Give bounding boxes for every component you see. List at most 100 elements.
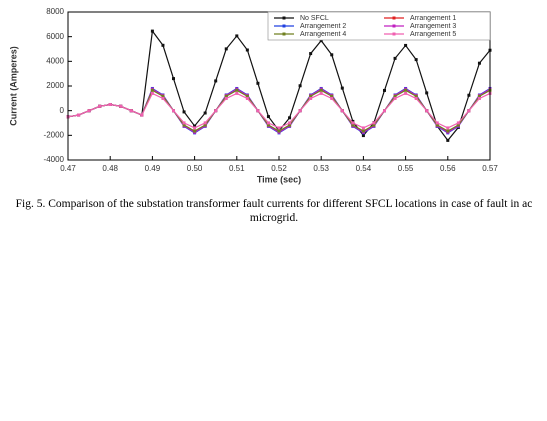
x-axis-label: Time (sec) <box>257 174 301 184</box>
series-line <box>67 29 491 142</box>
x-tick-label: 0.49 <box>145 164 161 173</box>
point-marker <box>319 91 323 95</box>
point-marker <box>288 116 292 120</box>
point-marker <box>245 48 249 52</box>
point-marker <box>330 96 334 100</box>
point-marker <box>351 121 355 125</box>
point-marker <box>214 109 218 113</box>
point-marker <box>245 94 249 98</box>
point-marker <box>383 88 386 92</box>
y-tick-label: -4000 <box>44 155 65 164</box>
legend-box <box>267 11 491 41</box>
point-marker <box>446 138 450 142</box>
point-marker <box>414 58 418 62</box>
point-marker <box>98 104 102 108</box>
point-marker <box>182 121 186 125</box>
point-marker <box>467 93 471 97</box>
point-marker <box>372 121 376 125</box>
y-tick-label: 8000 <box>46 7 64 16</box>
point-marker <box>309 52 313 56</box>
point-marker <box>435 123 439 127</box>
point-marker <box>256 81 260 85</box>
point-marker <box>182 110 186 114</box>
point-marker <box>298 84 302 88</box>
y-tick-label: -2000 <box>44 130 65 139</box>
point-marker <box>203 123 207 127</box>
point-marker <box>203 111 207 115</box>
point-marker <box>351 123 355 127</box>
point-marker <box>404 43 408 47</box>
y-tick-label: 0 <box>60 106 65 115</box>
point-marker <box>477 61 481 65</box>
point-marker <box>193 129 197 133</box>
point-marker <box>224 96 228 100</box>
point-marker <box>150 88 154 92</box>
point-marker <box>477 96 481 100</box>
point-marker <box>172 109 175 113</box>
legend-marker <box>282 24 286 28</box>
point-marker <box>404 88 408 92</box>
x-tick-label: 0.54 <box>356 164 372 173</box>
point-marker <box>277 126 281 130</box>
point-marker <box>372 123 376 127</box>
y-tick-label: 2000 <box>46 81 64 90</box>
legend-marker <box>282 32 286 36</box>
y-axis-label: Current (Amperes) <box>8 46 18 126</box>
point-marker <box>340 86 344 90</box>
point-marker <box>140 113 144 117</box>
point-marker <box>172 77 175 81</box>
legend-marker <box>282 16 286 20</box>
point-marker <box>150 29 154 33</box>
point-marker <box>129 109 133 113</box>
point-marker <box>161 43 165 47</box>
legend-marker <box>392 32 396 36</box>
point-marker <box>425 109 429 113</box>
x-tick-label: 0.48 <box>102 164 118 173</box>
point-marker <box>414 96 418 100</box>
point-marker <box>383 109 386 113</box>
x-tick-label: 0.57 <box>482 164 498 173</box>
point-marker <box>309 96 313 100</box>
point-marker <box>266 123 270 127</box>
point-marker <box>256 109 260 113</box>
point-marker <box>456 123 460 127</box>
x-tick-label: 0.56 <box>440 164 456 173</box>
point-marker <box>87 109 91 113</box>
point-marker <box>161 94 165 98</box>
point-marker <box>340 109 344 113</box>
point-marker <box>435 121 439 125</box>
legend-label: Arrangement 3 <box>410 23 456 30</box>
point-marker <box>309 94 313 98</box>
point-marker <box>224 94 228 98</box>
point-marker <box>446 126 450 130</box>
y-tick-label: 4000 <box>46 56 64 65</box>
point-marker <box>361 126 365 130</box>
chart: Current (Amperes) Time (sec) -4000 -2000 0… <box>8 7 498 184</box>
legend-label: Arrangement 2 <box>300 23 346 30</box>
y-tick-label: 6000 <box>46 32 64 41</box>
point-marker <box>319 88 323 92</box>
point-marker <box>235 34 239 38</box>
point-marker <box>393 96 397 100</box>
point-marker <box>393 56 397 60</box>
point-marker <box>108 103 112 106</box>
point-marker <box>150 91 154 95</box>
x-tick-label: 0.51 <box>229 164 245 173</box>
legend-label: Arrangement 5 <box>410 31 456 38</box>
point-marker <box>414 94 418 98</box>
point-marker <box>182 123 186 127</box>
legend-label: Arrangement 1 <box>410 15 456 22</box>
point-marker <box>214 79 218 83</box>
legend-label: Arrangement 4 <box>300 31 346 38</box>
point-marker <box>288 123 292 127</box>
point-marker <box>425 91 429 95</box>
point-marker <box>361 129 365 133</box>
point-marker <box>298 109 302 113</box>
x-tick-label: 0.50 <box>187 164 203 173</box>
point-marker <box>193 124 197 128</box>
point-marker <box>245 96 249 100</box>
point-marker <box>277 129 281 133</box>
point-marker <box>330 94 334 98</box>
point-marker <box>393 94 397 98</box>
point-marker <box>119 104 123 108</box>
